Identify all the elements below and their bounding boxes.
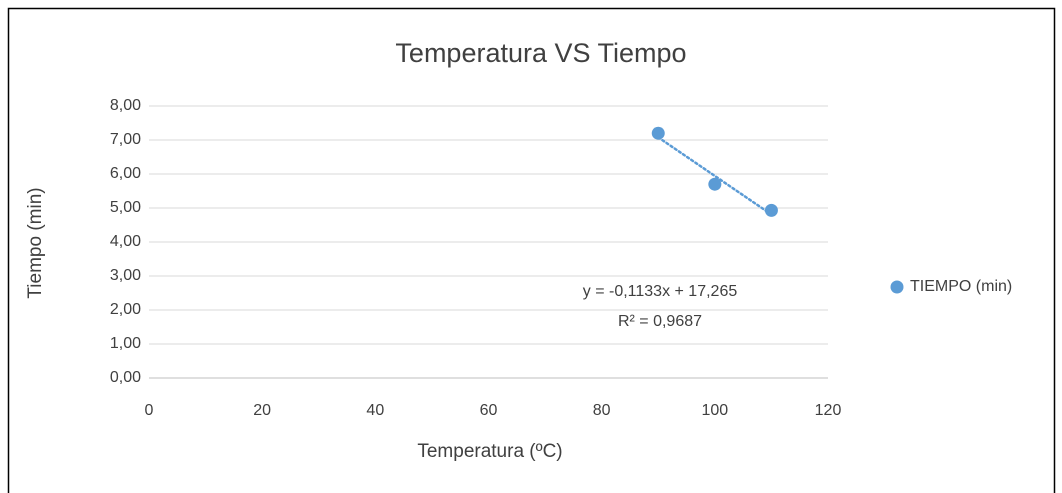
y-tick-label: 2,00 [110, 301, 141, 318]
y-tick-label: 1,00 [110, 335, 141, 352]
trendline [657, 136, 773, 216]
legend-marker [890, 280, 904, 294]
frame [7, 7, 1056, 493]
y-tick-label: 5,00 [110, 199, 141, 216]
y-tick-label: 7,00 [110, 131, 141, 148]
x-tick-label: 100 [701, 402, 728, 419]
x-tick-label: 0 [145, 402, 154, 419]
x-tick-label: 120 [815, 402, 842, 419]
x-tick-label: 20 [253, 402, 271, 419]
annotation: y = -0,1133x + 17,265 [583, 283, 738, 300]
data-point [708, 177, 722, 191]
y-tick-label: 6,00 [110, 165, 141, 182]
x-tick-label: 40 [366, 402, 384, 419]
annotation: R² = 0,9687 [618, 313, 702, 330]
y-tick-label: 4,00 [110, 233, 141, 250]
x-tick-label: 60 [480, 402, 498, 419]
chart-title: Temperatura VS Tiempo [395, 38, 686, 68]
y-tick-label: 0,00 [110, 369, 141, 386]
y-tick-label: 3,00 [110, 267, 141, 284]
y-axis-label: Tiempo (min) [25, 187, 46, 298]
data-point [764, 203, 778, 217]
y-tick-label: 8,00 [110, 97, 141, 114]
data-point [651, 126, 665, 140]
legend-label: TIEMPO (min) [910, 278, 1012, 295]
x-axis-label: Temperatura (ºC) [417, 441, 562, 462]
x-tick-label: 80 [593, 402, 611, 419]
